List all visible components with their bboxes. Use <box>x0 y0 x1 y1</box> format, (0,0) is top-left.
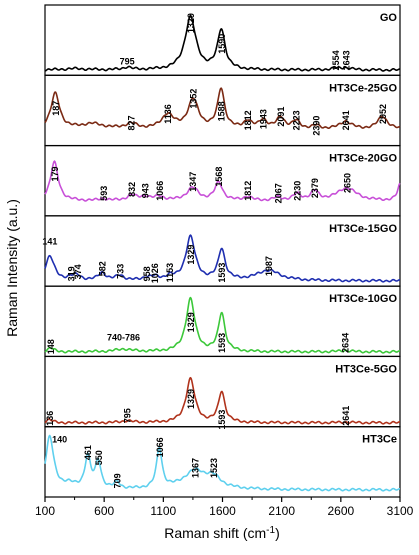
panel-ht3ce-5go: HT3Ce-5GO 136 795 1329 1593 2641 <box>44 355 401 430</box>
panel-ht3ce-10go: HT3Ce-10GO 148 740-786 1329 1593 2634 <box>44 285 401 358</box>
y-axis-label: Raman Intensity (a.u.) <box>4 199 20 337</box>
series-name: GO <box>380 12 398 24</box>
peak-label: 1590 <box>217 34 227 54</box>
peak-label: 1588 <box>217 101 227 121</box>
peak-label: 1352 <box>189 89 199 109</box>
series-name: HT3Ce-25GO <box>329 82 397 94</box>
peak-label: 2634 <box>340 333 350 353</box>
peak-label: 2230 <box>293 181 303 201</box>
peak-label: 1593 <box>217 263 227 283</box>
peak-label: 550 <box>94 450 104 465</box>
peak-label: 187 <box>51 101 61 116</box>
peak-label: 1329 <box>186 245 196 265</box>
peak-label: 1367 <box>190 458 200 478</box>
peak-label: 1812 <box>243 110 253 130</box>
series-line-go <box>44 14 401 72</box>
peak-label: 1593 <box>217 410 227 430</box>
x-axis-label: Raman shift (cm-1) <box>164 525 280 542</box>
peak-label: 148 <box>46 339 56 354</box>
peak-label: 2641 <box>341 110 351 130</box>
peak-label: 709 <box>113 473 123 488</box>
panel-ht3ce-25go: HT3Ce-25GO 187 827 1136 1352 1588 1812 1943 2091… <box>44 74 401 147</box>
x-tick-label: 2100 <box>268 504 295 518</box>
x-tick-label: 600 <box>94 504 114 518</box>
x-axis-label-superscript: -1 <box>266 525 275 536</box>
peak-label: 1329 <box>186 389 196 409</box>
peak-label: 1066 <box>155 181 165 201</box>
peak-label: 1987 <box>264 256 274 276</box>
panel-go: GO 795 1329 1590 2554 2643 <box>44 4 401 76</box>
peak-label: 2223 <box>292 110 302 130</box>
peak-label: 374 <box>73 264 83 279</box>
peak-label: 2390 <box>312 116 322 136</box>
peak-label: 136 <box>45 411 55 426</box>
series-line-ht3ce-20go <box>44 160 401 202</box>
peak-label: 1943 <box>259 109 269 129</box>
series-name: HT3Ce <box>362 434 397 446</box>
x-tick-label: 2600 <box>327 504 354 518</box>
peak-label: 1026 <box>150 263 160 283</box>
series-name: HT3Ce-5GO <box>335 363 397 375</box>
peak-label: 943 <box>140 183 150 198</box>
series-line-ht3ce-5go <box>44 376 401 425</box>
series-line-ht3ce <box>44 434 401 492</box>
series-line-ht3ce-10go <box>44 296 401 354</box>
x-axis-label-main: Raman shift (cm <box>164 525 266 541</box>
peak-label: 795 <box>120 56 135 66</box>
panel-ht3ce-20go: HT3Ce-20GO 179 593 832 943 1066 1347 1568 1812 20… <box>44 144 401 217</box>
peak-label: 1136 <box>163 104 173 124</box>
peak-label: 1153 <box>165 263 175 283</box>
peak-label: 461 <box>83 445 93 460</box>
peak-label: 2379 <box>310 178 320 198</box>
peak-label: 2650 <box>342 173 352 193</box>
x-tick-label: 1600 <box>209 504 236 518</box>
peak-label: 2067 <box>273 183 283 203</box>
peak-label: 2554 <box>331 50 341 70</box>
peak-label: 740-786 <box>107 332 140 342</box>
peak-label: 141 <box>42 236 57 246</box>
peak-label: 795 <box>123 408 133 423</box>
peak-label: 832 <box>127 182 137 197</box>
peak-label: 1523 <box>209 458 219 478</box>
peak-label: 1812 <box>243 181 253 201</box>
peak-label: 2643 <box>341 50 351 70</box>
peak-label: 1329 <box>186 13 196 33</box>
peak-label: 958 <box>142 266 152 281</box>
peak-label: 140 <box>52 434 67 444</box>
x-axis-label-tail: ) <box>275 525 280 541</box>
peak-label: 319 <box>66 266 76 281</box>
peak-label: 1329 <box>186 312 196 332</box>
peak-label: 179 <box>50 166 60 181</box>
peak-label: 582 <box>98 261 108 276</box>
series-name: HT3Ce-10GO <box>329 293 397 305</box>
series-line-ht3ce-15go <box>44 234 401 283</box>
peak-label: 1066 <box>155 437 165 457</box>
peak-label: 1568 <box>214 167 224 187</box>
x-tick-label: 100 <box>35 504 55 518</box>
series-name: HT3Ce-20GO <box>329 153 397 165</box>
series-name: HT3Ce-15GO <box>329 223 397 235</box>
peak-label: 733 <box>115 264 125 279</box>
peak-label: 1347 <box>188 172 198 192</box>
x-tick-label: 3100 <box>387 504 414 518</box>
peak-label: 1593 <box>217 333 227 353</box>
x-tick-label: 1100 <box>150 504 176 518</box>
peak-label: 2091 <box>276 107 286 127</box>
panel-ht3ce: HT3Ce 140 461 550 709 1066 1367 1523 <box>44 426 401 498</box>
peak-label: 2641 <box>341 406 351 426</box>
series-line-ht3ce-25go <box>44 87 401 130</box>
peak-label: 2952 <box>378 104 388 124</box>
peak-label: 827 <box>127 115 137 130</box>
peak-label: 593 <box>99 186 109 201</box>
